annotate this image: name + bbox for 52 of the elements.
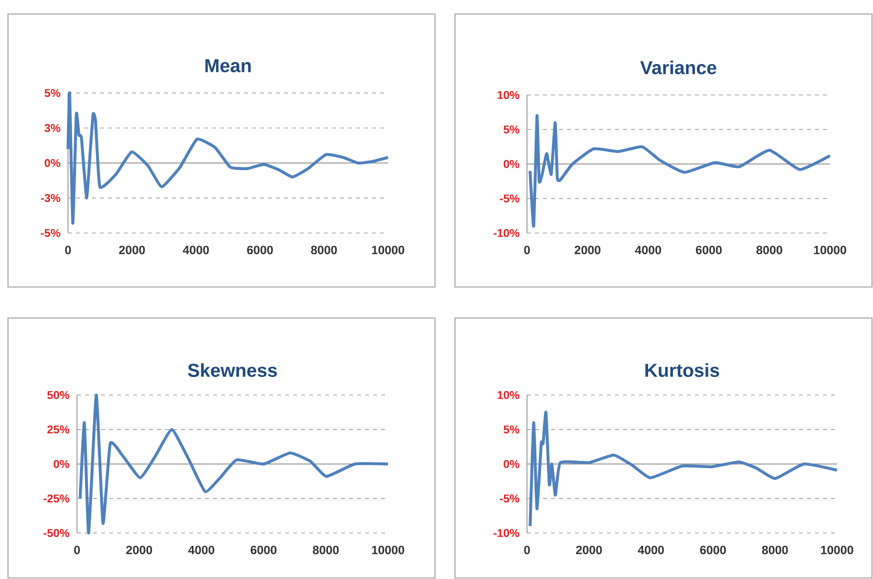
x-tick-label: 4000 (635, 246, 662, 254)
x-tick-label: 2000 (119, 246, 145, 254)
x-tick-label: 4000 (638, 546, 664, 554)
y-tick-label: 5% (504, 126, 520, 134)
y-tick-label: 3% (44, 124, 60, 132)
x-tick-label: 10000 (814, 246, 846, 254)
line-series (528, 114, 832, 228)
x-tick-label: 0 (65, 246, 71, 254)
y-tick-label: -10% (494, 528, 520, 538)
line-series (78, 394, 390, 534)
x-tick-label: 0 (524, 546, 530, 554)
x-tick-label: 10000 (372, 246, 404, 254)
x-tick-label: 10000 (372, 546, 404, 554)
y-tick-label: -25% (44, 494, 70, 503)
y-tick-label: -5% (500, 194, 520, 202)
x-tick-label: 10000 (821, 546, 854, 554)
y-tick-label: 10% (498, 391, 520, 400)
x-tick-label: 2000 (576, 546, 602, 554)
y-tick-label: -3% (40, 194, 60, 202)
x-tick-label: 8000 (311, 246, 337, 254)
y-tick-label: 5% (504, 426, 520, 434)
chart-title: Skewness (188, 363, 277, 377)
x-tick-label: 6000 (696, 246, 722, 254)
x-tick-label: 0 (524, 246, 530, 254)
x-tick-label: 8000 (762, 546, 788, 554)
x-tick-label: 2000 (126, 546, 152, 554)
x-tick-label: 4000 (182, 246, 209, 254)
y-tick-label: 0% (54, 460, 70, 468)
x-tick-label: 0 (74, 546, 80, 554)
x-tick-label: 6000 (700, 546, 726, 554)
y-tick-label: -5% (500, 494, 520, 502)
x-tick-label: 2000 (574, 246, 600, 254)
y-tick-label: 0% (504, 460, 520, 468)
y-tick-label: 25% (47, 425, 70, 434)
line-series (528, 410, 838, 528)
y-tick-label: 5% (44, 89, 60, 97)
chart-title: Mean (205, 59, 251, 72)
y-tick-label: 0% (504, 160, 520, 168)
chart-title: Kurtosis (645, 363, 720, 377)
x-tick-label: 8000 (756, 246, 782, 254)
y-tick-label: -5% (40, 229, 60, 237)
x-tick-label: 4000 (188, 546, 214, 554)
y-tick-label: -50% (44, 528, 70, 538)
line-series (66, 92, 390, 225)
y-tick-label: 0% (44, 159, 60, 168)
chart-title: Variance (640, 60, 716, 74)
y-tick-label: 10% (498, 91, 520, 100)
y-tick-label: -10% (494, 228, 520, 238)
y-tick-label: 50% (47, 390, 70, 400)
x-tick-label: 6000 (250, 546, 276, 554)
x-tick-label: 8000 (312, 546, 339, 554)
x-tick-label: 6000 (247, 246, 273, 254)
